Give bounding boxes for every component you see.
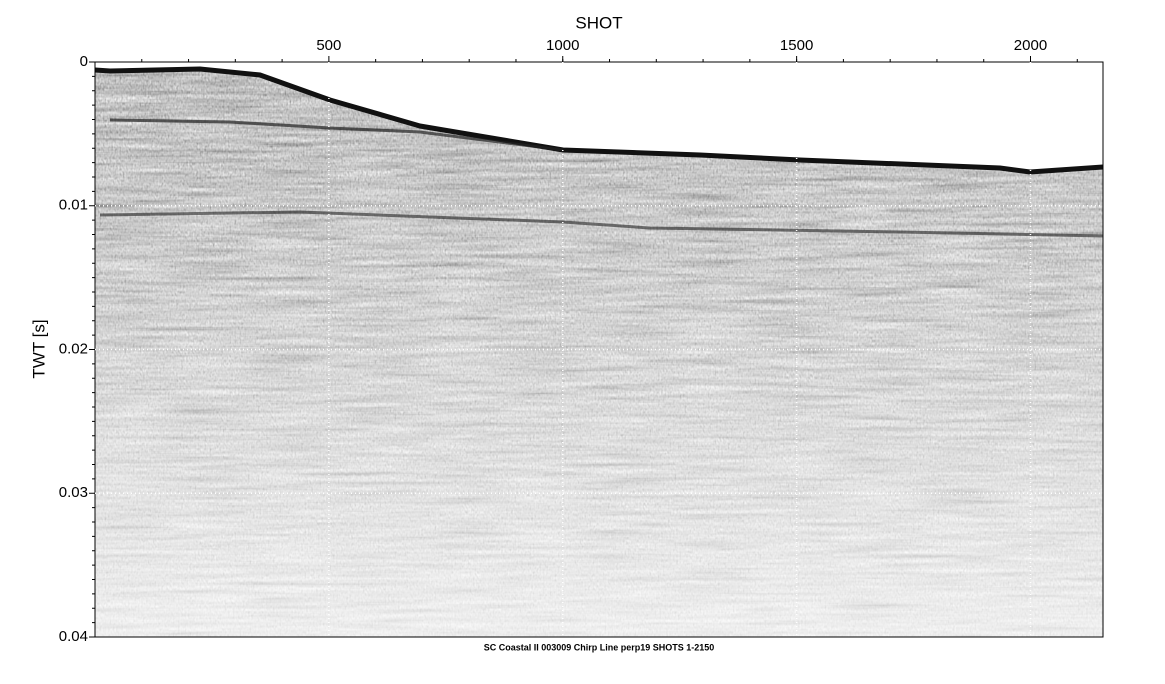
y-tick-label: 0.04	[59, 628, 88, 645]
y-tick-label: 0.01	[59, 197, 88, 214]
x-tick-label: 2000	[1014, 37, 1047, 54]
x-tick-label: 1000	[546, 37, 579, 54]
y-tick-label: 0.02	[59, 340, 88, 357]
y-tick-label: 0	[80, 53, 88, 70]
y-axis-label: TWT [s]	[29, 319, 48, 378]
caption: SC Coastal II 003009 Chirp Line perp19 S…	[484, 642, 715, 652]
x-axis-label: SHOT	[575, 13, 622, 32]
y-tick-label: 0.03	[59, 484, 88, 501]
x-tick-label: 1500	[780, 37, 813, 54]
x-tick-label: 500	[316, 37, 341, 54]
